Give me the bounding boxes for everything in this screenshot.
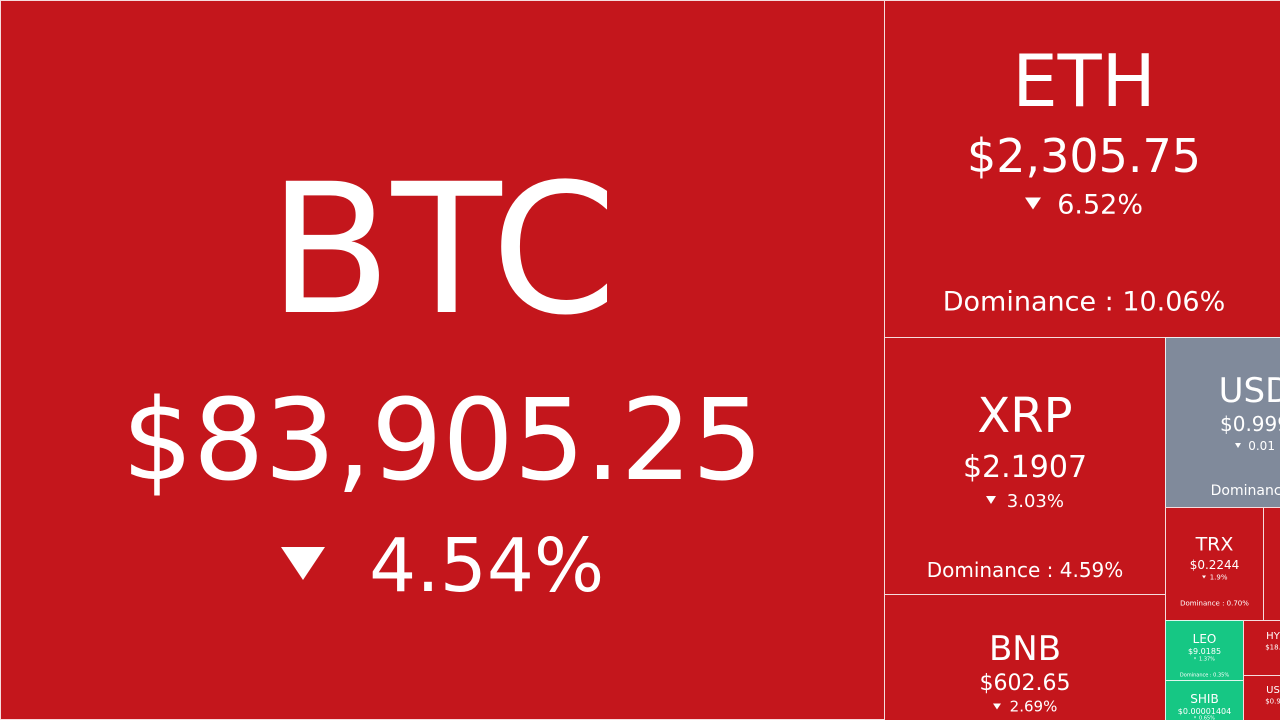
down-arrow bbox=[1194, 657, 1197, 660]
coin-change-text: 0.01 bbox=[1248, 439, 1275, 453]
coin-tile[interactable]: SHIB $0.00001404 0.65% bbox=[1165, 680, 1244, 720]
coin-tile[interactable] bbox=[1263, 507, 1280, 621]
coin-symbol-text: XRP bbox=[977, 388, 1073, 444]
coin-price: $83,905.25 bbox=[1, 385, 884, 497]
coin-price-text: $18. bbox=[1265, 643, 1280, 652]
coin-change-text: 1.9% bbox=[1209, 573, 1228, 582]
coin-change-text: 3.03% bbox=[1006, 491, 1064, 512]
down-arrow bbox=[1025, 197, 1042, 210]
coin-tile[interactable]: US $0.9 bbox=[1243, 675, 1280, 720]
coin-price: $0.2244 bbox=[1166, 559, 1263, 571]
coin-price: $0.999 bbox=[1166, 414, 1280, 434]
coin-tile[interactable]: TRX $0.2244 1.9% Dominance : 0.70% bbox=[1165, 507, 1264, 621]
coin-change-text: 2.69% bbox=[1009, 697, 1058, 716]
coin-price-text: $83,905.25 bbox=[121, 376, 764, 506]
coin-price: $18. bbox=[1244, 643, 1280, 652]
coin-change-text: 1.37% bbox=[1199, 656, 1215, 663]
coin-symbol-text: BNB bbox=[988, 629, 1062, 669]
coin-dominance: Dominance : 0.70% bbox=[1166, 599, 1263, 608]
coin-dominance: Dominance : 4.59% bbox=[885, 560, 1165, 580]
coin-symbol-text: US bbox=[1266, 685, 1280, 696]
coin-dominance-text: Dominance : 4.59% bbox=[926, 558, 1124, 582]
coin-price: $0.9 bbox=[1244, 697, 1280, 706]
coin-price-text: $0.2244 bbox=[1189, 558, 1240, 572]
coin-tile[interactable]: LEO $9.0185 1.37% Dominance : 0.35% bbox=[1165, 620, 1244, 681]
coin-tile[interactable]: XRP $2.1907 3.03% Dominance : 4.59% bbox=[884, 337, 1166, 595]
coin-symbol: TRX bbox=[1166, 533, 1263, 556]
coin-price-text: $0.00001404 bbox=[1177, 707, 1232, 716]
coin-symbol-text: SHIB bbox=[1190, 692, 1219, 706]
coin-dominance: Dominance : 10.06% bbox=[885, 289, 1280, 316]
coin-change: 2.69% bbox=[885, 697, 1165, 716]
coin-tile[interactable]: BNB $602.65 2.69% bbox=[884, 594, 1166, 720]
coin-change-text: 4.54% bbox=[369, 523, 605, 609]
coin-change: 1.9% bbox=[1166, 573, 1263, 582]
coin-symbol-text: LEO bbox=[1192, 632, 1217, 646]
coin-symbol: BNB bbox=[885, 632, 1165, 666]
coin-tile[interactable]: USD$0.999 0.01 Dominance : bbox=[1165, 337, 1280, 508]
coin-change: 4.54% bbox=[1, 529, 884, 603]
coin-price-text: $2.1907 bbox=[962, 450, 1088, 485]
down-arrow bbox=[1201, 575, 1206, 579]
down-arrow bbox=[1235, 443, 1242, 449]
coin-price-text: $0.9 bbox=[1265, 697, 1280, 706]
coin-symbol: USD bbox=[1166, 374, 1280, 408]
down-arrow bbox=[986, 496, 996, 505]
coin-price: $2,305.75 bbox=[885, 133, 1280, 179]
coin-change: 3.03% bbox=[885, 493, 1165, 511]
coin-dominance: Dominance : bbox=[1166, 484, 1280, 498]
coin-symbol: SHIB bbox=[1166, 693, 1243, 705]
coin-change: 0.65% bbox=[1166, 715, 1243, 720]
coin-dominance-text: Dominance : 0.70% bbox=[1180, 599, 1249, 608]
coin-dominance-text: Dominance : bbox=[1210, 483, 1280, 499]
coin-symbol-text: USD bbox=[1218, 371, 1280, 411]
coin-change-text: 0.65% bbox=[1199, 715, 1215, 720]
coin-price-text: $2,305.75 bbox=[966, 129, 1202, 183]
coin-symbol-text: TRX bbox=[1195, 533, 1234, 556]
coin-dominance-text: Dominance : 0.35% bbox=[1179, 672, 1230, 679]
down-arrow bbox=[1194, 716, 1197, 719]
coin-tile[interactable]: BTC $83,905.25 4.54% bbox=[0, 0, 885, 720]
down-arrow bbox=[992, 703, 1001, 710]
coin-tile[interactable]: HY $18. bbox=[1243, 620, 1280, 676]
coin-symbol: BTC bbox=[1, 161, 884, 341]
coin-symbol: HY bbox=[1244, 632, 1280, 642]
coin-symbol-text: HY bbox=[1266, 631, 1280, 642]
down-arrow bbox=[280, 546, 325, 580]
coin-price: $0.00001404 bbox=[1166, 708, 1243, 716]
coin-symbol: XRP bbox=[885, 392, 1165, 440]
coin-price-text: $0.999 bbox=[1220, 412, 1280, 436]
coin-change: 0.01 bbox=[1166, 440, 1280, 452]
coin-symbol: ETH bbox=[885, 45, 1280, 117]
coin-symbol: LEO bbox=[1166, 633, 1243, 645]
coin-change-text: 6.52% bbox=[1057, 189, 1143, 221]
coin-tile[interactable]: ETH $2,305.75 6.52% Dominance : 10.06% bbox=[884, 0, 1280, 338]
coin-symbol: US bbox=[1244, 686, 1280, 696]
coin-change: 6.52% bbox=[885, 192, 1280, 219]
coin-symbol-text: BTC bbox=[268, 146, 617, 355]
coin-symbol-text: ETH bbox=[1012, 39, 1156, 123]
coin-dominance-text: Dominance : 10.06% bbox=[942, 286, 1226, 318]
coin-price-text: $602.65 bbox=[979, 671, 1071, 696]
coin-change: 1.37% bbox=[1166, 656, 1243, 663]
coin-price: $9.0185 bbox=[1166, 648, 1243, 656]
coin-price-text: $9.0185 bbox=[1187, 647, 1222, 656]
coin-price: $2.1907 bbox=[885, 453, 1165, 483]
coin-dominance: Dominance : 0.35% bbox=[1166, 672, 1243, 679]
coin-price: $602.65 bbox=[885, 673, 1165, 695]
